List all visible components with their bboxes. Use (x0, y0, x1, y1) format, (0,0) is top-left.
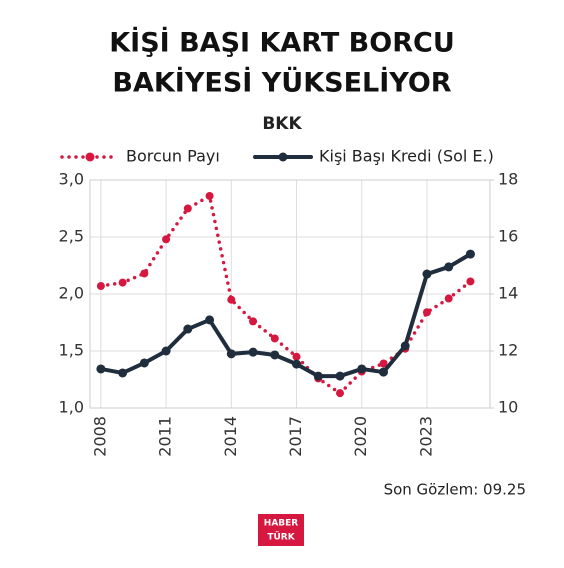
point (378, 367, 388, 377)
point (161, 346, 171, 356)
point (379, 359, 388, 368)
y-tick-label: 1,0 (59, 398, 84, 417)
plot-frame (89, 179, 491, 409)
chart-subtitle: BKK (262, 114, 302, 134)
point (226, 349, 236, 359)
point (227, 295, 236, 304)
legend-marker (278, 152, 288, 162)
point (465, 249, 475, 259)
point (292, 352, 301, 361)
point (139, 358, 149, 368)
y-tick-label: 2,5 (59, 227, 84, 246)
point (466, 277, 475, 286)
point (205, 191, 214, 200)
point (270, 334, 279, 343)
series-line (98, 252, 473, 379)
legend-marker (85, 152, 95, 162)
point (248, 347, 258, 357)
y2-tick-label: 12 (498, 341, 518, 360)
logo-text: HABER (264, 519, 299, 529)
y2-tick-label: 14 (498, 284, 518, 303)
point (183, 204, 192, 213)
y-tick-label: 2,0 (59, 284, 84, 303)
legend-label: Kişi Başı Kredi (Sol E.) (319, 147, 494, 166)
x-tick-label: 2023 (416, 416, 435, 457)
x-tick-label: 2020 (351, 416, 370, 457)
point (118, 368, 128, 378)
point (270, 350, 280, 360)
chart-title: KİŞİ BAŞI KART BORCU (109, 27, 455, 59)
point (422, 308, 431, 317)
logo-box (258, 514, 304, 546)
y-tick-label: 1,5 (59, 341, 84, 360)
point (444, 294, 453, 303)
y-tick-label: 3,0 (59, 170, 84, 189)
x-tick-label: 2014 (221, 416, 240, 457)
point (400, 341, 410, 351)
point (96, 282, 105, 291)
annotation: Son Gözlem: 09.25 (384, 481, 526, 499)
x-tick-label: 2008 (90, 416, 109, 457)
point (205, 315, 215, 325)
y2-tick-label: 10 (498, 398, 518, 417)
point (183, 324, 193, 334)
point (140, 269, 149, 278)
x-tick-label: 2017 (286, 416, 305, 457)
logo-text: TÜRK (267, 532, 295, 543)
series-line (99, 194, 473, 395)
point (118, 278, 127, 287)
point (96, 364, 106, 374)
point (249, 317, 258, 326)
legend-label: Borcun Payı (126, 147, 220, 166)
point (422, 269, 432, 279)
point (313, 371, 323, 381)
point (357, 364, 367, 374)
point (336, 389, 344, 398)
point (292, 359, 302, 369)
point (162, 235, 171, 244)
y2-tick-label: 16 (498, 227, 518, 246)
chart-title: BAKİYESİ YÜKSELİYOR (112, 66, 451, 99)
point (444, 262, 454, 272)
point (335, 371, 345, 381)
y2-tick-label: 18 (498, 170, 518, 189)
x-tick-label: 2011 (156, 416, 175, 457)
